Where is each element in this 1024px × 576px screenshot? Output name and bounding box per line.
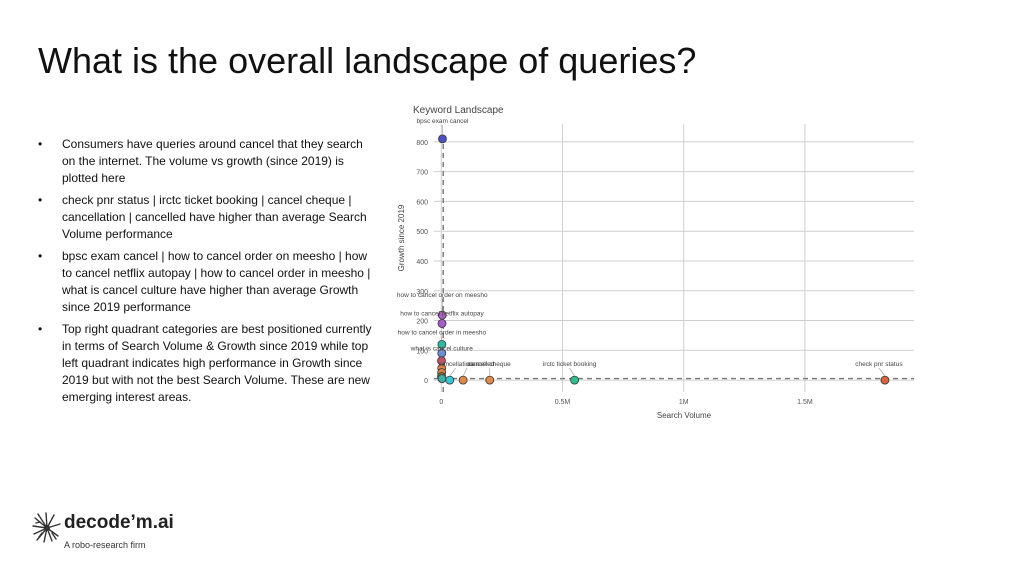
bullet-item: • check pnr status | irctc ticket bookin… (38, 192, 378, 243)
x-tick-label: 0 (439, 399, 443, 406)
scatter-point (445, 375, 455, 385)
data-label-leader (569, 367, 575, 377)
y-tick-label: 400 (416, 259, 428, 266)
data-label-leader (878, 367, 886, 377)
bullet-item: • bpsc exam cancel | how to cancel order… (38, 248, 378, 316)
bullet-dot: • (38, 137, 43, 151)
data-label: cancelled (467, 361, 495, 368)
data-label: bpsc exam cancel (416, 118, 469, 125)
data-label: check pnr status (855, 361, 903, 368)
data-label: cancel cheque (469, 361, 511, 368)
y-tick-label: 500 (416, 229, 428, 236)
x-axis-label: Search Volume (657, 411, 712, 420)
scatter-point (485, 375, 495, 385)
bullet-item: • Top right quadrant categories are best… (38, 321, 378, 406)
chart-title: Keyword Landscape (413, 105, 504, 116)
bullet-text: Consumers have queries around cancel tha… (62, 137, 363, 185)
scatter-point (458, 375, 468, 385)
data-label: how to cancel order on meesho (397, 292, 488, 299)
bullet-text: Top right quadrant categories are best p… (62, 322, 372, 404)
scatter-point (437, 319, 447, 328)
bullet-item: • Consumers have queries around cancel t… (38, 136, 378, 187)
y-tick-label: 0 (424, 378, 428, 385)
data-label-leader (462, 367, 468, 377)
data-label: how to cancel netflix autopay (400, 311, 484, 318)
keyword-landscape-chart: Keyword Landscape 0 100 200 300 400 500 600 700 8… (390, 98, 930, 428)
data-label-leader (449, 367, 456, 377)
bullet-text: bpsc exam cancel | how to cancel order o… (62, 249, 371, 314)
scatter-point (880, 375, 890, 385)
logo-tagline: A robo-research firm (64, 540, 146, 550)
bullet-dot: • (38, 249, 43, 263)
bullet-dot: • (38, 322, 43, 336)
data-label: cancellation (439, 361, 474, 368)
bullet-list: • Consumers have queries around cancel t… (38, 136, 378, 411)
y-tick-label: 100 (416, 348, 428, 355)
y-tick-label: 700 (416, 170, 428, 177)
y-tick-label: 800 (416, 140, 428, 147)
y-tick-label: 200 (416, 319, 428, 326)
scatter-point (570, 375, 580, 385)
scatter-point (437, 374, 447, 384)
y-tick-label: 600 (416, 199, 428, 206)
x-tick-label: 1M (679, 399, 689, 406)
slide-title: What is the overall landscape of queries… (38, 40, 697, 81)
scatter-point (438, 134, 447, 144)
x-tick-label: 0.5M (555, 399, 571, 406)
y-axis-label: Growth since 2019 (397, 204, 406, 271)
bullet-dot: • (38, 193, 43, 207)
data-label: irctc ticket booking (543, 361, 597, 368)
data-label: what is cancel culture (410, 345, 474, 352)
scatter-plot: Keyword Landscape 0 100 200 300 400 500 600 700 8… (397, 105, 914, 420)
data-label: how to cancel order in meesho (398, 329, 487, 336)
logo-name: decode’m.ai (64, 512, 174, 533)
bullet-text: check pnr status | irctc ticket booking … (62, 193, 367, 241)
x-tick-label: 1.5M (797, 399, 813, 406)
y-tick-label: 300 (416, 289, 428, 296)
logo-mark-icon (32, 512, 61, 543)
logo: decode’m.ai A robo-research firm (32, 512, 174, 550)
